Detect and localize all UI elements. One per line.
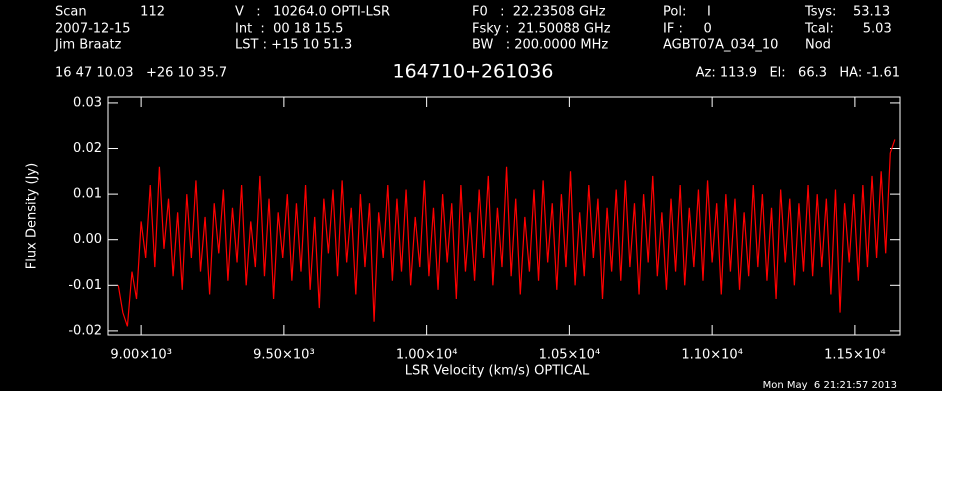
y-tick-label: 0.01: [73, 187, 102, 202]
x-tick-label: 9.00×10³: [110, 348, 172, 363]
y-axis-label: Flux Density (Jy): [25, 163, 40, 269]
header-cell: V : 10264.0 OPTI-LSR: [235, 5, 390, 20]
header: Scan 112 V : 10264.0 OPTI-LSR F0 : 22.23…: [54, 5, 900, 392]
x-axis-label: LSR Velocity (km/s) OPTICAL: [405, 364, 590, 379]
header-cell: Scan: [55, 5, 87, 20]
plot-frame: [107, 96, 901, 336]
header-cell: F0 : 22.23508 GHz: [472, 5, 606, 20]
x-tick-label: 1.05×10⁴: [539, 348, 601, 363]
pointing: Az: 113.9 El: 66.3 HA: -1.61: [696, 66, 900, 81]
coords: 16 47 10.03 +26 10 35.7: [55, 66, 227, 81]
x-tick-label: 1.10×10⁴: [681, 348, 743, 363]
header-cell: Tsys: 53.13: [804, 5, 890, 20]
x-tick-label: 9.50×10³: [253, 348, 315, 363]
header-cell: LST : +15 10 51.3: [235, 38, 352, 53]
header-cell: BW : 200.0000 MHz: [472, 38, 608, 53]
x-tick-label: 1.15×10⁴: [824, 348, 886, 363]
y-tick-label: 0.03: [73, 95, 102, 110]
y-tick-label: 0.00: [73, 232, 102, 247]
y-tick-label: 0.02: [73, 141, 102, 156]
x-tick-label: 1.00×10⁴: [396, 348, 458, 363]
header-cell: Jim Braatz: [54, 38, 122, 53]
header-cell: 112: [140, 5, 165, 20]
y-tick-label: -0.02: [68, 323, 102, 338]
timestamp: Mon May 6 21:21:57 2013: [763, 380, 897, 391]
header-cell: Int : 00 18 15.5: [235, 22, 343, 37]
background: [0, 0, 942, 391]
chart-title: 164710+261036: [393, 61, 554, 83]
header-cell: Nod: [805, 38, 831, 53]
header-cell: AGBT07A_034_10: [663, 38, 778, 53]
y-tick-label: -0.01: [68, 278, 102, 293]
header-cell: Fsky : 21.50088 GHz: [472, 22, 611, 37]
spectrum-line: [117, 139, 896, 327]
header-cell: Pol: I: [663, 5, 711, 20]
header-cell: IF : 0: [663, 22, 712, 37]
header-cell: 2007-12-15: [55, 22, 131, 37]
header-cell: Tcal: 5.03: [804, 22, 892, 37]
